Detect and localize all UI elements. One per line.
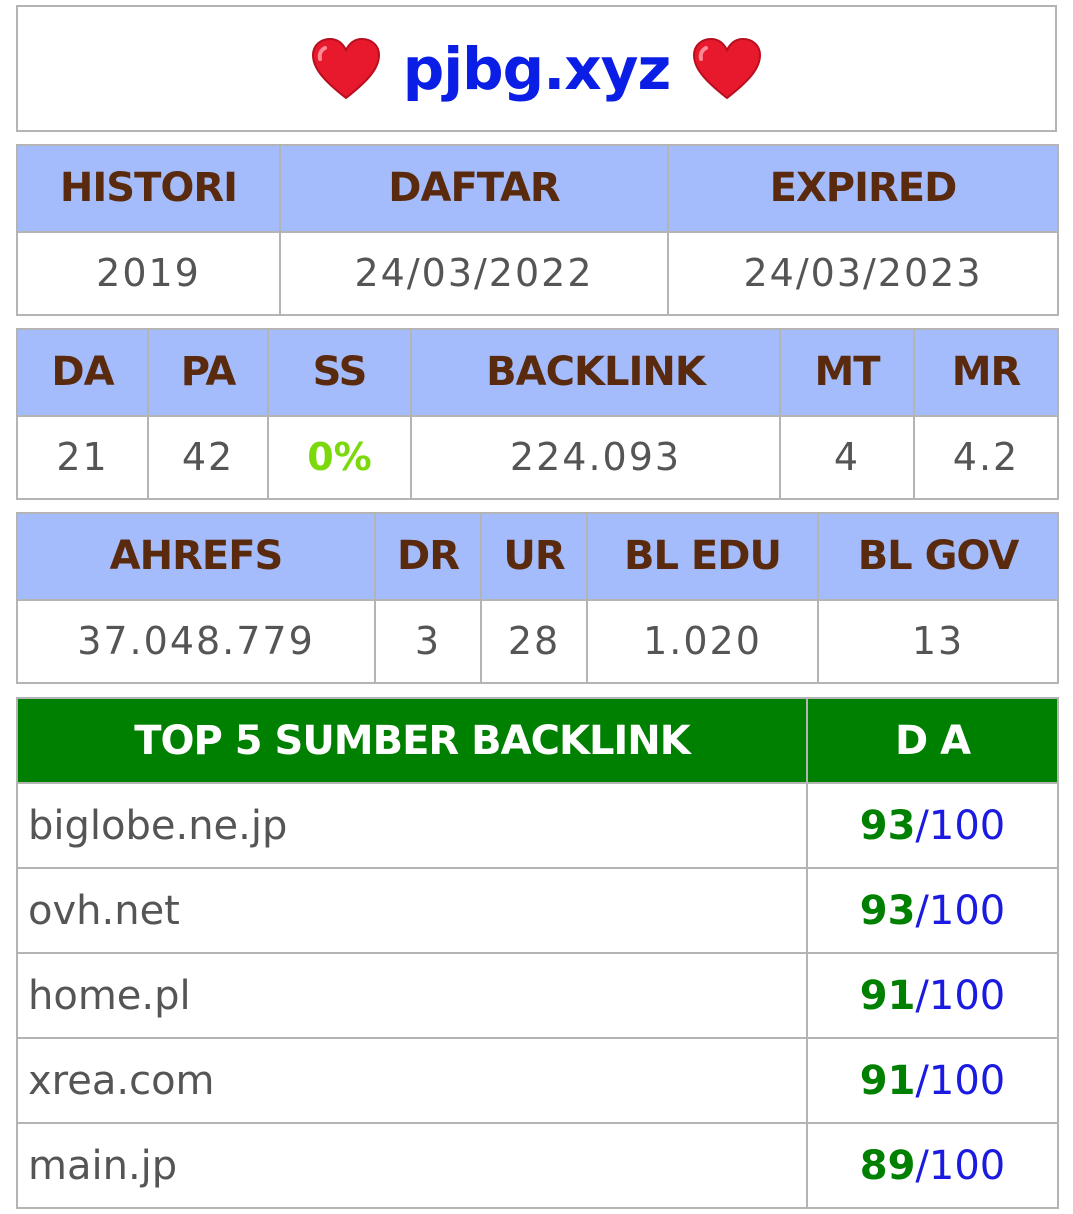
header-bl-edu: BL EDU [586,512,819,601]
header-histori: HISTORI [16,144,281,233]
value-ahrefs: 37.048.779 [16,598,376,685]
score-separator: / [915,1142,929,1189]
value-mr: 4.2 [913,414,1059,501]
header-expired: EXPIRED [667,144,1059,233]
header-ur: UR [480,512,588,601]
registration-table: HISTORI DAFTAR EXPIRED 2019 24/03/2022 2… [16,144,1059,317]
backlink-site: main.jp [16,1122,808,1209]
table-row: home.pl 91/100 [16,952,1059,1039]
score-separator: / [915,802,929,849]
value-pa: 42 [147,414,269,501]
score-value: 91 [859,1057,916,1104]
backlink-site: home.pl [16,952,808,1039]
value-ss: 0% [267,414,412,501]
table-row: main.jp 89/100 [16,1122,1059,1209]
backlink-score: 93/100 [806,782,1059,869]
table-row: ovh.net 93/100 [16,867,1059,954]
heart-icon [311,37,380,99]
domain-title: pjbg.xyz [402,34,671,103]
ahrefs-metrics-table: AHREFS DR UR BL EDU BL GOV 37.048.779 3 … [16,512,1059,685]
table-row: biglobe.ne.jp 93/100 [16,782,1059,869]
header-bl-gov: BL GOV [817,512,1059,601]
backlink-site: xrea.com [16,1037,808,1124]
header-mt: MT [779,328,915,417]
header-ss: SS [267,328,412,417]
header-backlink: BACKLINK [410,328,781,417]
value-ur: 28 [480,598,588,685]
value-histori: 2019 [16,230,281,317]
title-bar: pjbg.xyz [16,5,1057,132]
score-value: 93 [859,887,916,934]
header-mr: MR [913,328,1059,417]
backlink-score: 91/100 [806,952,1059,1039]
score-max: 100 [928,887,1006,934]
value-backlink: 224.093 [410,414,781,501]
score-max: 100 [928,972,1006,1019]
score-value: 93 [859,802,916,849]
value-daftar: 24/03/2022 [279,230,669,317]
score-separator: / [915,1057,929,1104]
value-expired: 24/03/2023 [667,230,1059,317]
score-separator: / [915,887,929,934]
backlink-site: biglobe.ne.jp [16,782,808,869]
header-pa: PA [147,328,269,417]
top-backlinks-table: TOP 5 SUMBER BACKLINK D A biglobe.ne.jp … [16,697,1059,1209]
value-da: 21 [16,414,149,501]
value-mt: 4 [779,414,915,501]
table-row: xrea.com 91/100 [16,1037,1059,1124]
score-value: 91 [859,972,916,1019]
header-top-sources: TOP 5 SUMBER BACKLINK [16,697,808,784]
value-dr: 3 [374,598,482,685]
backlink-score: 93/100 [806,867,1059,954]
header-ahrefs: AHREFS [16,512,376,601]
score-separator: / [915,972,929,1019]
value-bl-gov: 13 [817,598,1059,685]
header-da-score: D A [806,697,1059,784]
page-title: pjbg.xyz [311,35,762,103]
score-max: 100 [928,1142,1006,1189]
score-value: 89 [859,1142,916,1189]
backlink-score: 89/100 [806,1122,1059,1209]
header-da: DA [16,328,149,417]
score-max: 100 [928,1057,1006,1104]
moz-metrics-table: DA PA SS BACKLINK MT MR 21 42 0% 224.093… [16,328,1059,501]
heart-icon [693,37,762,99]
header-dr: DR [374,512,482,601]
value-bl-edu: 1.020 [586,598,819,685]
header-daftar: DAFTAR [279,144,669,233]
score-max: 100 [928,802,1006,849]
backlink-site: ovh.net [16,867,808,954]
backlink-score: 91/100 [806,1037,1059,1124]
